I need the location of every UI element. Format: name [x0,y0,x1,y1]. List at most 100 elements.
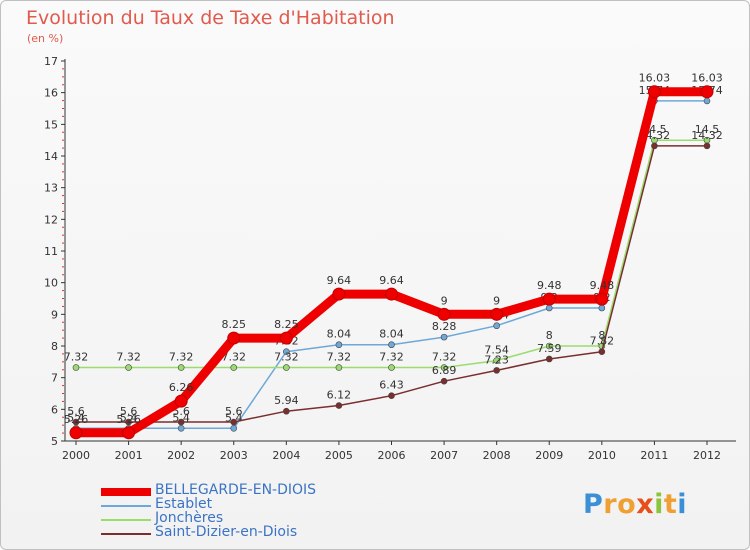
data-point [437,307,451,321]
data-label: 7.32 [274,351,299,364]
data-point [493,357,500,364]
data-point [440,364,448,371]
data-label: 14.32 [691,129,723,142]
data-point [385,287,398,301]
data-label: 8.28 [432,320,457,333]
legend-label: BELLEGARDE-EN-DIOIS [155,482,317,498]
x-tick-label: 2009 [535,449,563,462]
data-point [388,364,395,371]
data-label: 7.32 [379,351,404,364]
data-point [595,292,609,306]
data-point [177,418,185,426]
data-label: 7.32 [64,351,89,364]
data-point [72,364,80,371]
data-point [125,364,132,371]
x-tick-label: 2012 [693,449,721,462]
data-point [279,331,293,345]
data-point [283,364,290,371]
data-point [122,426,136,440]
data-label: 6.89 [432,364,457,377]
data-point [177,364,185,371]
data-label: 9.48 [537,279,562,292]
data-point [230,418,238,426]
data-label: 7.82 [590,335,615,348]
logo-letter: i [654,489,664,520]
data-label: 9 [441,294,448,307]
data-point [230,425,238,432]
y-tick-label: 8 [51,340,58,353]
data-point [647,85,661,99]
y-tick-label: 9 [51,308,58,321]
data-label: 8.04 [379,328,404,341]
y-tick-label: 6 [51,403,58,416]
data-label: 6.12 [327,389,352,402]
data-label: 8 [546,329,553,342]
proxiti-logo: Proxiti [583,489,687,520]
y-tick-label: 11 [44,245,58,258]
data-point [703,142,711,150]
data-label: 9.48 [590,279,615,292]
data-point [335,402,343,409]
data-point [703,97,711,105]
data-point [542,292,556,306]
data-point [545,342,553,350]
data-point [227,331,241,345]
data-label: 16.03 [639,72,671,85]
data-point [283,348,290,356]
data-label: 5.6 [225,405,243,418]
x-tick-label: 2006 [378,449,406,462]
data-point [335,364,343,371]
data-label: 9 [493,294,500,307]
data-label: 8 [598,329,605,342]
data-label: 7.32 [432,351,457,364]
x-tick-label: 2008 [483,449,511,462]
logo-letter: t [663,489,678,520]
data-point [388,341,395,349]
data-point [440,377,448,385]
data-label: 14.5 [695,123,720,136]
legend-label: Establet [155,496,213,512]
data-label: 5.26 [64,413,89,426]
chart-title: Evolution du Taux de Taxe d'Habitation [26,7,395,29]
data-label: 5.6 [67,405,85,418]
data-label: 7.32 [327,351,352,364]
data-point [230,364,238,371]
logo-letter: x [636,489,655,520]
data-point [335,341,343,349]
data-point [545,355,553,363]
x-tick-label: 2003 [220,449,248,462]
y-tick-label: 17 [44,55,58,68]
chart-subtitle: (en %) [27,32,64,45]
data-label: 5.94 [274,394,299,407]
data-label: 6.43 [379,379,404,392]
legend-swatch [101,519,151,521]
data-point [651,142,658,150]
data-point [598,304,606,312]
legend-label: Saint-Dizier-en-Diois [155,524,298,540]
logo-letter: P [583,489,604,520]
data-label: 5.26 [116,413,141,426]
data-label: 7.54 [484,344,509,357]
y-tick-label: 7 [51,372,58,385]
y-tick-label: 12 [44,213,58,226]
data-label: 5.6 [120,405,138,418]
data-label: 8.04 [327,328,352,341]
data-label: 7.32 [116,351,141,364]
y-tick-label: 13 [44,182,58,195]
logo-letter: i [677,489,688,520]
data-point [493,367,500,374]
x-tick-label: 2011 [640,449,668,462]
data-label: 9.64 [327,274,352,287]
data-label: 7.32 [169,351,194,364]
data-label: 9.64 [379,274,404,287]
legend-swatch [101,488,151,496]
data-label: 5.4 [120,411,138,424]
data-point [125,418,132,426]
legend-label: Jonchères [155,510,224,526]
x-tick-label: 2002 [167,449,195,462]
logo-letter: o [617,489,637,520]
data-point [700,85,714,99]
data-label: 7.59 [537,342,562,355]
